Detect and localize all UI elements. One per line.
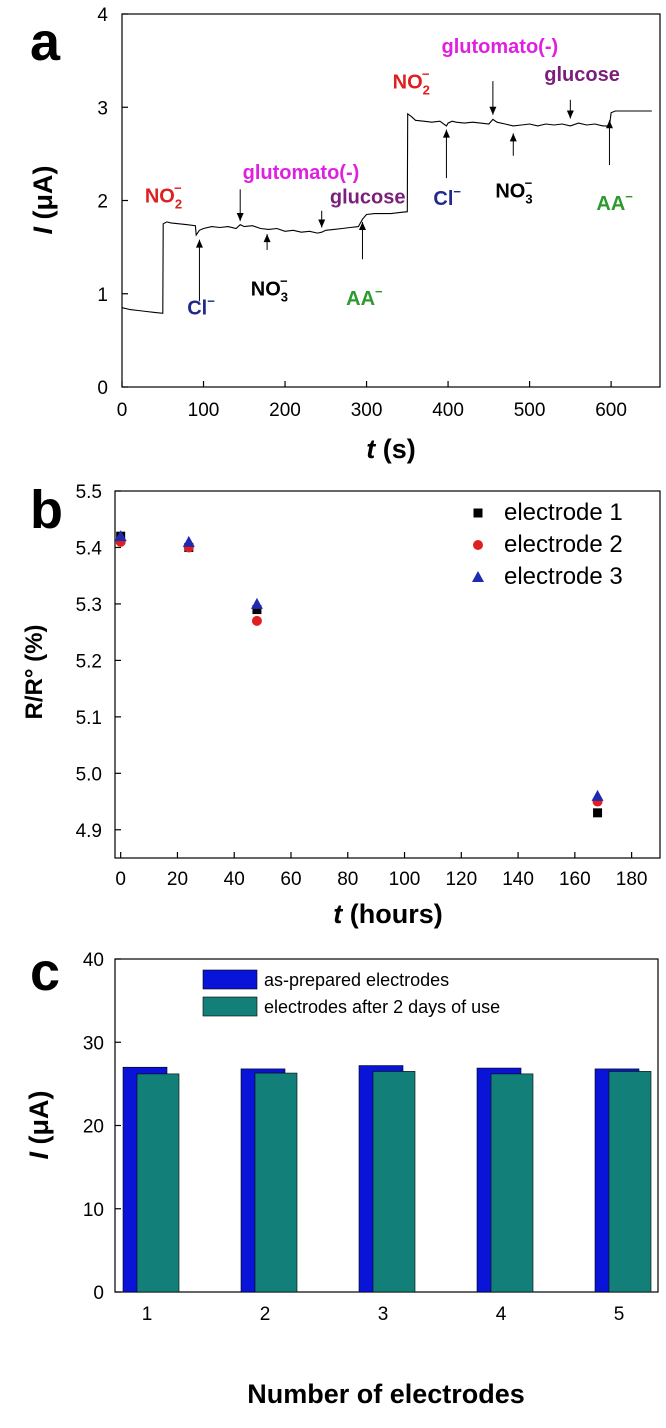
panel-a-annotation-glut-1: glutomato(-) <box>243 162 360 184</box>
panel-b-ytick-label: 5.3 <box>76 595 102 616</box>
panel-b-point-3 <box>591 789 604 801</box>
panel-a-annotation-no3-1: NO3− <box>251 274 288 305</box>
panel-c-bar-after-use <box>372 1071 416 1293</box>
panel-a-ytick-label: 0 <box>97 378 108 399</box>
panel-letter-b: b <box>30 480 63 540</box>
panel-c-bar-after-use <box>136 1073 180 1293</box>
panel-b-legend-marker-2 <box>473 540 483 550</box>
panel-a-annotation-glut-2: glutomato(-) <box>442 36 559 58</box>
panel-b-point-1 <box>252 605 262 615</box>
panel-c-xtick-label: 5 <box>614 1304 625 1325</box>
panel-b-xtick-label: 180 <box>616 869 648 890</box>
panel-b-ytick-label: 5.5 <box>76 482 102 503</box>
panel-c-ytick-label: 30 <box>83 1033 104 1054</box>
panel-b-point-3 <box>114 530 127 542</box>
panel-a-xlabel: t (s) <box>366 434 416 464</box>
panel-a-annotation-no3-2: NO3− <box>495 176 532 207</box>
panel-b-chart: 0 20 40 60 80 100 120 140 160 180 4.9 5.0 5.1 5.2 5.3 5… <box>21 482 661 929</box>
panel-a-annotation-no2-2: NO2− <box>393 67 430 98</box>
panel-b-xtick-label: 160 <box>559 869 591 890</box>
panel-letter-a: a <box>30 12 61 72</box>
panel-b-ytick-label: 5.4 <box>76 538 103 559</box>
panel-b-ytick-label: 5.1 <box>76 708 102 729</box>
panel-a-xtick-label: 0 <box>117 400 128 421</box>
panel-b-xtick-label: 40 <box>224 869 245 890</box>
panel-a-current-trace <box>121 110 652 314</box>
panel-c-legend-swatch-2 <box>202 996 258 1017</box>
panel-a-arrowhead-aa-1 <box>358 221 366 230</box>
panel-a-annotation-aa-2: AA− <box>596 189 633 215</box>
panel-c-ytick-label: 20 <box>83 1117 104 1138</box>
panel-b-point-1 <box>593 808 603 818</box>
panel-a-annotation-cl-2: Cl− <box>433 184 461 210</box>
panel-c-legend-label-1: as-prepared electrodes <box>264 970 449 990</box>
panel-c-xtick-label: 4 <box>496 1304 507 1325</box>
panel-a-ylabel: I (μA) <box>28 165 58 234</box>
panel-b-legend-marker-1 <box>473 508 483 518</box>
panel-c-ytick-label: 40 <box>83 950 104 971</box>
panel-a-ytick-label: 2 <box>97 192 108 213</box>
panel-c-xlabel: Number of electrodes <box>247 1379 525 1409</box>
panel-c-ytick-label: 0 <box>93 1283 104 1304</box>
panel-a-arrowhead-cl-1 <box>195 239 203 248</box>
panel-letter-c: c <box>30 942 60 1002</box>
panel-c-bar-after-use <box>608 1071 652 1293</box>
panel-a-arrowhead-gluc-1 <box>318 219 326 228</box>
panel-b-ylabel: R/R° (%) <box>21 625 48 720</box>
panel-c-xtick-label: 2 <box>260 1304 271 1325</box>
panel-c-bar-after-use <box>490 1073 534 1293</box>
panel-a-arrowhead-glut-1 <box>236 213 244 222</box>
panel-b-ytick-label: 5.0 <box>76 764 102 785</box>
panel-a-chart: 0 100 200 300 400 500 600 0 1 2 3 4 NO2− Cl− glutomat… <box>28 5 661 464</box>
panel-b-plot-frame <box>114 490 661 859</box>
panel-a-arrowhead-no3-1 <box>263 234 271 243</box>
panel-b-ytick-label: 5.2 <box>76 651 102 672</box>
panel-a-xtick-label: 400 <box>432 400 464 421</box>
panel-a-annotation-no2-1: NO2− <box>145 180 182 211</box>
panel-b-xtick-label: 100 <box>389 869 421 890</box>
panel-b-xtick-label: 80 <box>337 869 358 890</box>
panel-a-ytick-label: 1 <box>97 285 108 306</box>
panel-c-ylabel: I (μA) <box>24 1090 54 1159</box>
panel-a-arrowhead-gluc-2 <box>566 110 574 119</box>
panel-b-point-3 <box>250 597 263 609</box>
panel-b-xtick-label: 0 <box>115 869 126 890</box>
panel-b-point-3 <box>182 535 195 547</box>
panel-a-xtick-label: 100 <box>188 400 220 421</box>
panel-b-ytick-label: 4.9 <box>76 821 102 842</box>
panel-a-xtick-label: 500 <box>514 400 546 421</box>
panel-b-legend-label-3: electrode 3 <box>504 563 623 590</box>
panel-b-legend-label-2: electrode 2 <box>504 531 623 558</box>
panel-a-arrowhead-glut-2 <box>489 106 497 115</box>
panel-b-xtick-label: 140 <box>502 869 534 890</box>
panel-c-bar-after-use <box>254 1072 298 1293</box>
panel-b-xtick-label: 60 <box>280 869 301 890</box>
panel-b-legend-label-1: electrode 1 <box>504 499 623 526</box>
panel-a-arrowhead-cl-2 <box>442 129 450 138</box>
panel-c-chart: 1 2 3 4 5 0 10 20 30 40 as-prepared electrodes ele… <box>24 950 659 1409</box>
panel-b-xlabel: t (hours) <box>333 899 443 929</box>
panel-b-point-2 <box>251 615 262 626</box>
panel-c-xtick-label: 3 <box>378 1304 389 1325</box>
panel-c-ytick-label: 10 <box>83 1200 104 1221</box>
panel-a-annotation-gluc-1: glucose <box>330 186 406 208</box>
panel-a-xtick-label: 200 <box>269 400 301 421</box>
panel-a-annotation-gluc-2: glucose <box>544 64 620 86</box>
panel-c-legend-label-2: electrodes after 2 days of use <box>264 997 500 1017</box>
panel-a-xtick-label: 300 <box>351 400 383 421</box>
panel-b-xtick-label: 20 <box>167 869 188 890</box>
panel-a-ytick-label: 4 <box>97 5 108 26</box>
panel-a-arrowhead-no3-2 <box>509 133 517 142</box>
panel-a-annotation-cl-1: Cl− <box>187 293 215 319</box>
panel-a-xtick-label: 600 <box>595 400 627 421</box>
panel-a-annotation-aa-1: AA− <box>346 284 383 310</box>
panel-c-xtick-label: 1 <box>142 1304 153 1325</box>
panel-c-legend-swatch-1 <box>202 969 258 990</box>
panel-a-arrowhead-aa-2 <box>605 120 613 129</box>
panel-b-xtick-label: 120 <box>445 869 477 890</box>
panel-b-legend-marker-3 <box>472 571 484 582</box>
panel-a-ytick-label: 3 <box>97 98 108 119</box>
